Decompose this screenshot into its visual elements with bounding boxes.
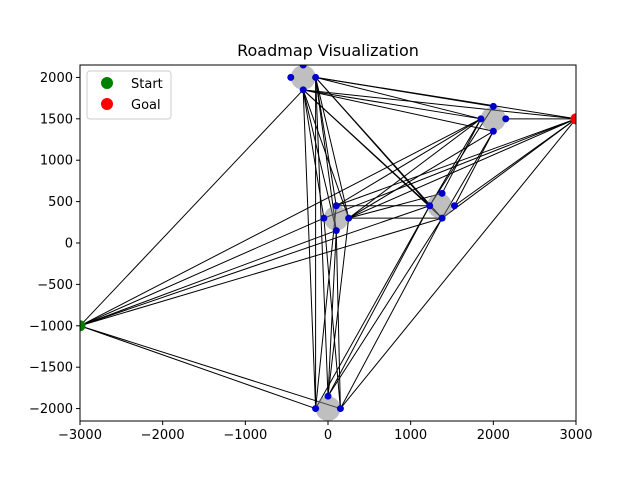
roadmap-edge [323, 218, 341, 409]
roadmap-node [324, 392, 332, 400]
roadmap-edge [315, 77, 337, 206]
roadmap-edge [302, 89, 350, 219]
x-tick-label: −3000 [58, 428, 102, 443]
roadmap-edge [327, 217, 443, 397]
endpoints-layer [80, 113, 576, 332]
roadmap-edge [80, 205, 430, 327]
nodes-layer [287, 65, 510, 413]
x-tick-label: 3000 [559, 428, 592, 443]
y-tick-label: −1000 [29, 319, 73, 334]
legend-goal-label: Goal [131, 98, 161, 113]
roadmap-edge [348, 192, 443, 219]
roadmap-node [450, 202, 458, 210]
roadmap-edge [336, 118, 482, 207]
x-tick-label: 0 [324, 428, 332, 443]
roadmap-edge [315, 77, 350, 219]
y-tick-label: 0 [65, 237, 73, 252]
roadmap-edge [303, 89, 576, 120]
edges-layer [80, 76, 576, 410]
roadmap-edge [315, 77, 443, 219]
goal-point [570, 113, 576, 125]
roadmap-edge [315, 205, 337, 409]
roadmap-node [438, 214, 446, 222]
start-point [80, 320, 86, 332]
y-tick-label: −1500 [29, 361, 73, 376]
roadmap-edge [80, 118, 482, 327]
roadmap-node [299, 65, 307, 69]
roadmap-node [489, 102, 497, 110]
obstacles-layer [290, 65, 506, 421]
legend: Start Goal [86, 70, 172, 120]
y-tick-label: −2000 [29, 402, 73, 417]
x-tick-label: −1000 [223, 428, 267, 443]
roadmap-edge [303, 89, 494, 132]
roadmap-edge [80, 325, 341, 410]
roadmap-edge [348, 118, 576, 219]
roadmap-edge [80, 89, 304, 327]
roadmap-edge [335, 230, 341, 409]
x-tick-label: 1000 [394, 428, 427, 443]
roadmap-edge [80, 217, 443, 327]
x-tick-label: −2000 [141, 428, 185, 443]
legend-goal-marker [101, 98, 113, 110]
roadmap-edge [80, 230, 337, 327]
y-tick-label: 1000 [40, 154, 73, 169]
roadmap-node [336, 405, 344, 413]
roadmap-edge [336, 118, 576, 207]
roadmap-edge [454, 131, 494, 206]
obstacle [290, 65, 316, 90]
roadmap-node [502, 115, 510, 123]
y-tick-label: 2000 [40, 71, 73, 86]
roadmap-node [426, 202, 434, 210]
roadmap-edge [315, 76, 576, 120]
roadmap-node [345, 214, 353, 222]
legend-start-label: Start [131, 77, 163, 92]
roadmap-edge [327, 205, 431, 397]
x-tick-label: 2000 [477, 428, 510, 443]
y-tick-label: 1500 [40, 112, 73, 127]
roadmap-edge [303, 89, 482, 120]
y-axis: −2000 −1500 −1000 −500 0 500 1000 1500 2000 [29, 71, 80, 417]
roadmap-node [489, 127, 497, 135]
legend-start-marker [101, 77, 113, 89]
roadmap-node [299, 86, 307, 94]
roadmap-node [438, 189, 446, 197]
obstacle [315, 396, 341, 421]
roadmap-edge [302, 89, 443, 219]
obstacle [323, 205, 349, 231]
x-axis: −3000 −2000 −1000 0 1000 2000 3000 [58, 421, 593, 443]
roadmap-node [332, 202, 340, 210]
roadmap-node [332, 227, 340, 235]
roadmap-node [477, 115, 485, 123]
chart-title: Roadmap Visualization [237, 41, 419, 60]
roadmap-edge [339, 217, 443, 409]
roadmap-edge [80, 217, 325, 327]
obstacle [427, 193, 452, 219]
roadmap-node [312, 73, 320, 81]
roadmap-node [312, 405, 320, 413]
roadmap-edge [315, 205, 431, 409]
y-tick-label: 500 [48, 195, 73, 210]
roadmap-node [287, 73, 295, 81]
y-tick-label: −500 [37, 278, 73, 293]
obstacle [480, 106, 506, 132]
roadmap-edge [302, 89, 317, 409]
roadmap-edge [348, 118, 482, 219]
roadmap-node [320, 214, 328, 222]
roadmap-edge [323, 118, 576, 219]
roadmap-edge [441, 118, 576, 219]
roadmap-edge [315, 76, 482, 120]
roadmap-edge [80, 325, 316, 410]
roadmap-edge [340, 118, 576, 409]
